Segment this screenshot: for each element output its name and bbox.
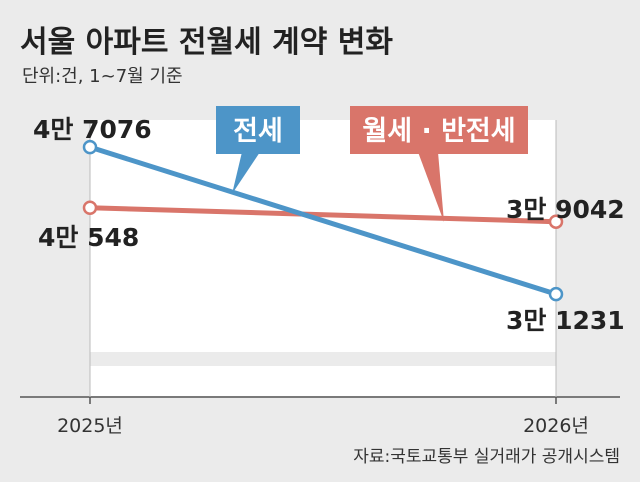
value-label-jeonse-2026: 3만 1231 (506, 306, 625, 335)
plot-area-upper (90, 120, 556, 352)
value-label-monthly-2026: 3만 9042 (506, 195, 625, 224)
series-line-monthly (87, 205, 559, 225)
data-point-jeonse-2025 (82, 139, 98, 155)
legend-monthly-box (350, 106, 528, 154)
x-tick-label-2026: 2026년 (523, 415, 589, 437)
legend-jeonse-pointer (232, 152, 260, 194)
plot-area-lower (90, 366, 556, 396)
data-point-monthly-2025 (82, 200, 98, 215)
legend-jeonse-box (216, 106, 300, 154)
source-note: 자료:국토교통부 실거래가 공개시스템 (353, 447, 620, 467)
data-point-monthly-2026 (548, 214, 564, 229)
legend-monthly-pointer (418, 152, 444, 222)
value-label-jeonse-2025: 4만 7076 (33, 115, 152, 144)
series-line-jeonse (87, 144, 559, 297)
legend-jeonse-label: 전세 (233, 116, 283, 147)
chart-subtitle: 단위:건, 1~7월 기준 (22, 66, 183, 87)
legend-monthly-label: 월세 · 반전세 (362, 116, 515, 147)
data-point-jeonse-2026 (548, 286, 564, 302)
x-tick-label-2025: 2025년 (57, 415, 123, 437)
value-label-monthly-2025: 4만 548 (38, 223, 139, 252)
chart-title: 서울 아파트 전월세 계약 변화 (20, 25, 393, 60)
